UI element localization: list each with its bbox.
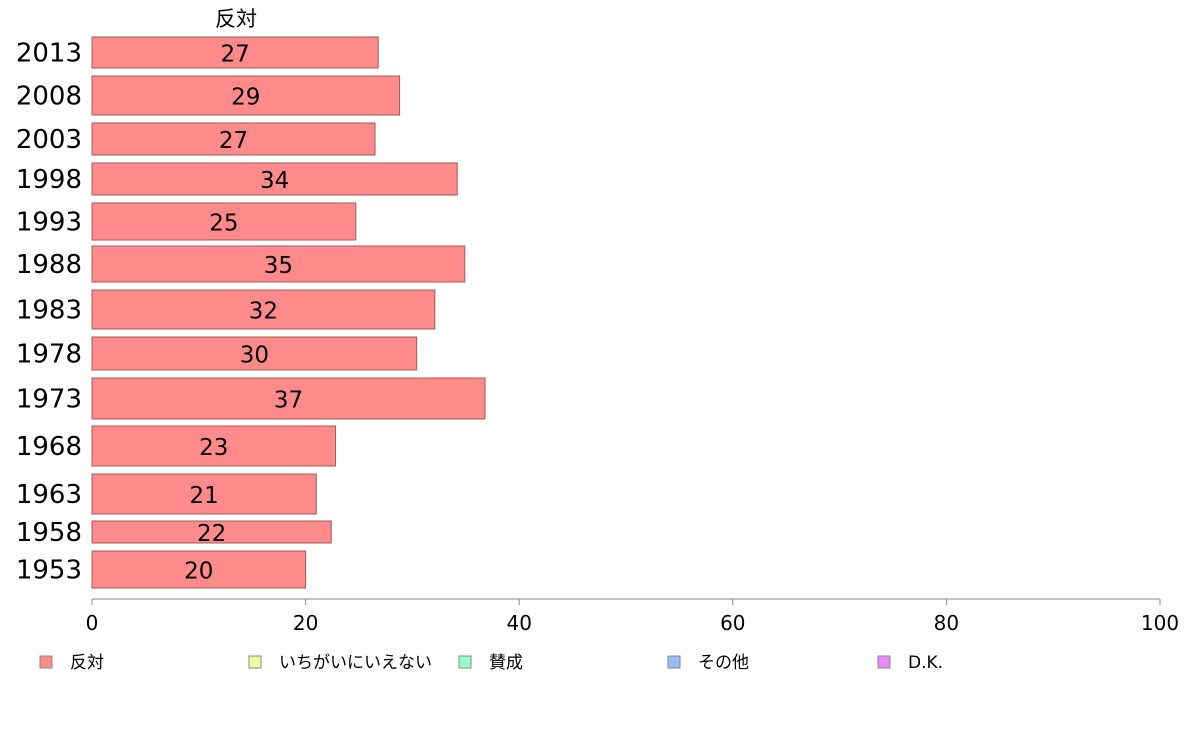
- bars-group: 2013 27 2008 29 2003 27 1998 34 1993 25 1988 35 1983…: [16, 36, 486, 589]
- category-label-1953: 1953: [16, 556, 82, 586]
- value-label-1978: 30: [240, 343, 269, 369]
- value-label-1958: 22: [197, 521, 226, 547]
- category-label-1998: 1998: [16, 165, 82, 195]
- bar-1993: [91, 202, 357, 241]
- x-tick-label-20: 20: [293, 611, 318, 635]
- legend-swatch-0: [39, 655, 53, 669]
- bar-2013: [91, 36, 379, 69]
- legend-label-2: 賛成: [489, 653, 523, 673]
- x-tick-label-60: 60: [720, 611, 745, 635]
- value-label-2013: 27: [220, 42, 249, 68]
- bar-1978: [91, 336, 418, 371]
- category-label-1978: 1978: [16, 340, 82, 370]
- legend-label-0: 反対: [70, 653, 104, 673]
- x-axis: 0 20 40 60 80 100: [86, 598, 1179, 635]
- category-label-2013: 2013: [16, 39, 82, 69]
- value-label-1993: 25: [209, 211, 238, 237]
- value-label-1998: 34: [260, 168, 289, 194]
- legend-swatch-3: [667, 655, 681, 669]
- legend-label-1: いちがいにいえない: [279, 653, 432, 673]
- legend: 反対 いちがいにいえない 賛成 その他 D.K.: [39, 653, 943, 673]
- bar-1988: [91, 245, 466, 283]
- bar-1953: [91, 550, 307, 589]
- category-label-1958: 1958: [16, 518, 82, 548]
- legend-label-4: D.K.: [908, 653, 943, 673]
- x-tick-label-0: 0: [86, 611, 99, 635]
- category-label-2008: 2008: [16, 82, 82, 112]
- bar-1983: [91, 289, 436, 330]
- bar-1963: [91, 473, 317, 515]
- value-label-1988: 35: [264, 253, 293, 279]
- value-label-2003: 27: [219, 128, 248, 154]
- legend-swatch-4: [877, 655, 891, 669]
- category-label-1988: 1988: [16, 250, 82, 280]
- series-header: 反対: [215, 7, 257, 31]
- legend-swatch-1: [248, 655, 262, 669]
- value-label-1963: 21: [189, 483, 218, 509]
- bar-1958: [91, 520, 332, 544]
- category-label-1968: 1968: [16, 432, 82, 462]
- legend-swatch-2: [458, 655, 472, 669]
- x-tick-label-40: 40: [506, 611, 531, 635]
- category-label-2003: 2003: [16, 125, 82, 155]
- bar-1998: [91, 162, 458, 196]
- bar-2008: [91, 75, 401, 116]
- category-label-1993: 1993: [16, 208, 82, 238]
- category-label-1963: 1963: [16, 480, 82, 510]
- value-label-1968: 23: [199, 435, 228, 461]
- category-label-1983: 1983: [16, 296, 82, 326]
- legend-label-3: その他: [698, 653, 749, 673]
- value-label-1973: 37: [274, 388, 303, 414]
- category-label-1973: 1973: [16, 385, 82, 415]
- value-label-2008: 29: [231, 85, 260, 111]
- bar-1968: [91, 425, 337, 467]
- bar-1973: [91, 377, 486, 420]
- x-tick-label-80: 80: [934, 611, 959, 635]
- x-tick-label-100: 100: [1141, 611, 1179, 635]
- value-label-1953: 20: [184, 559, 213, 585]
- value-label-1983: 32: [249, 299, 278, 325]
- bar-2003: [91, 122, 376, 156]
